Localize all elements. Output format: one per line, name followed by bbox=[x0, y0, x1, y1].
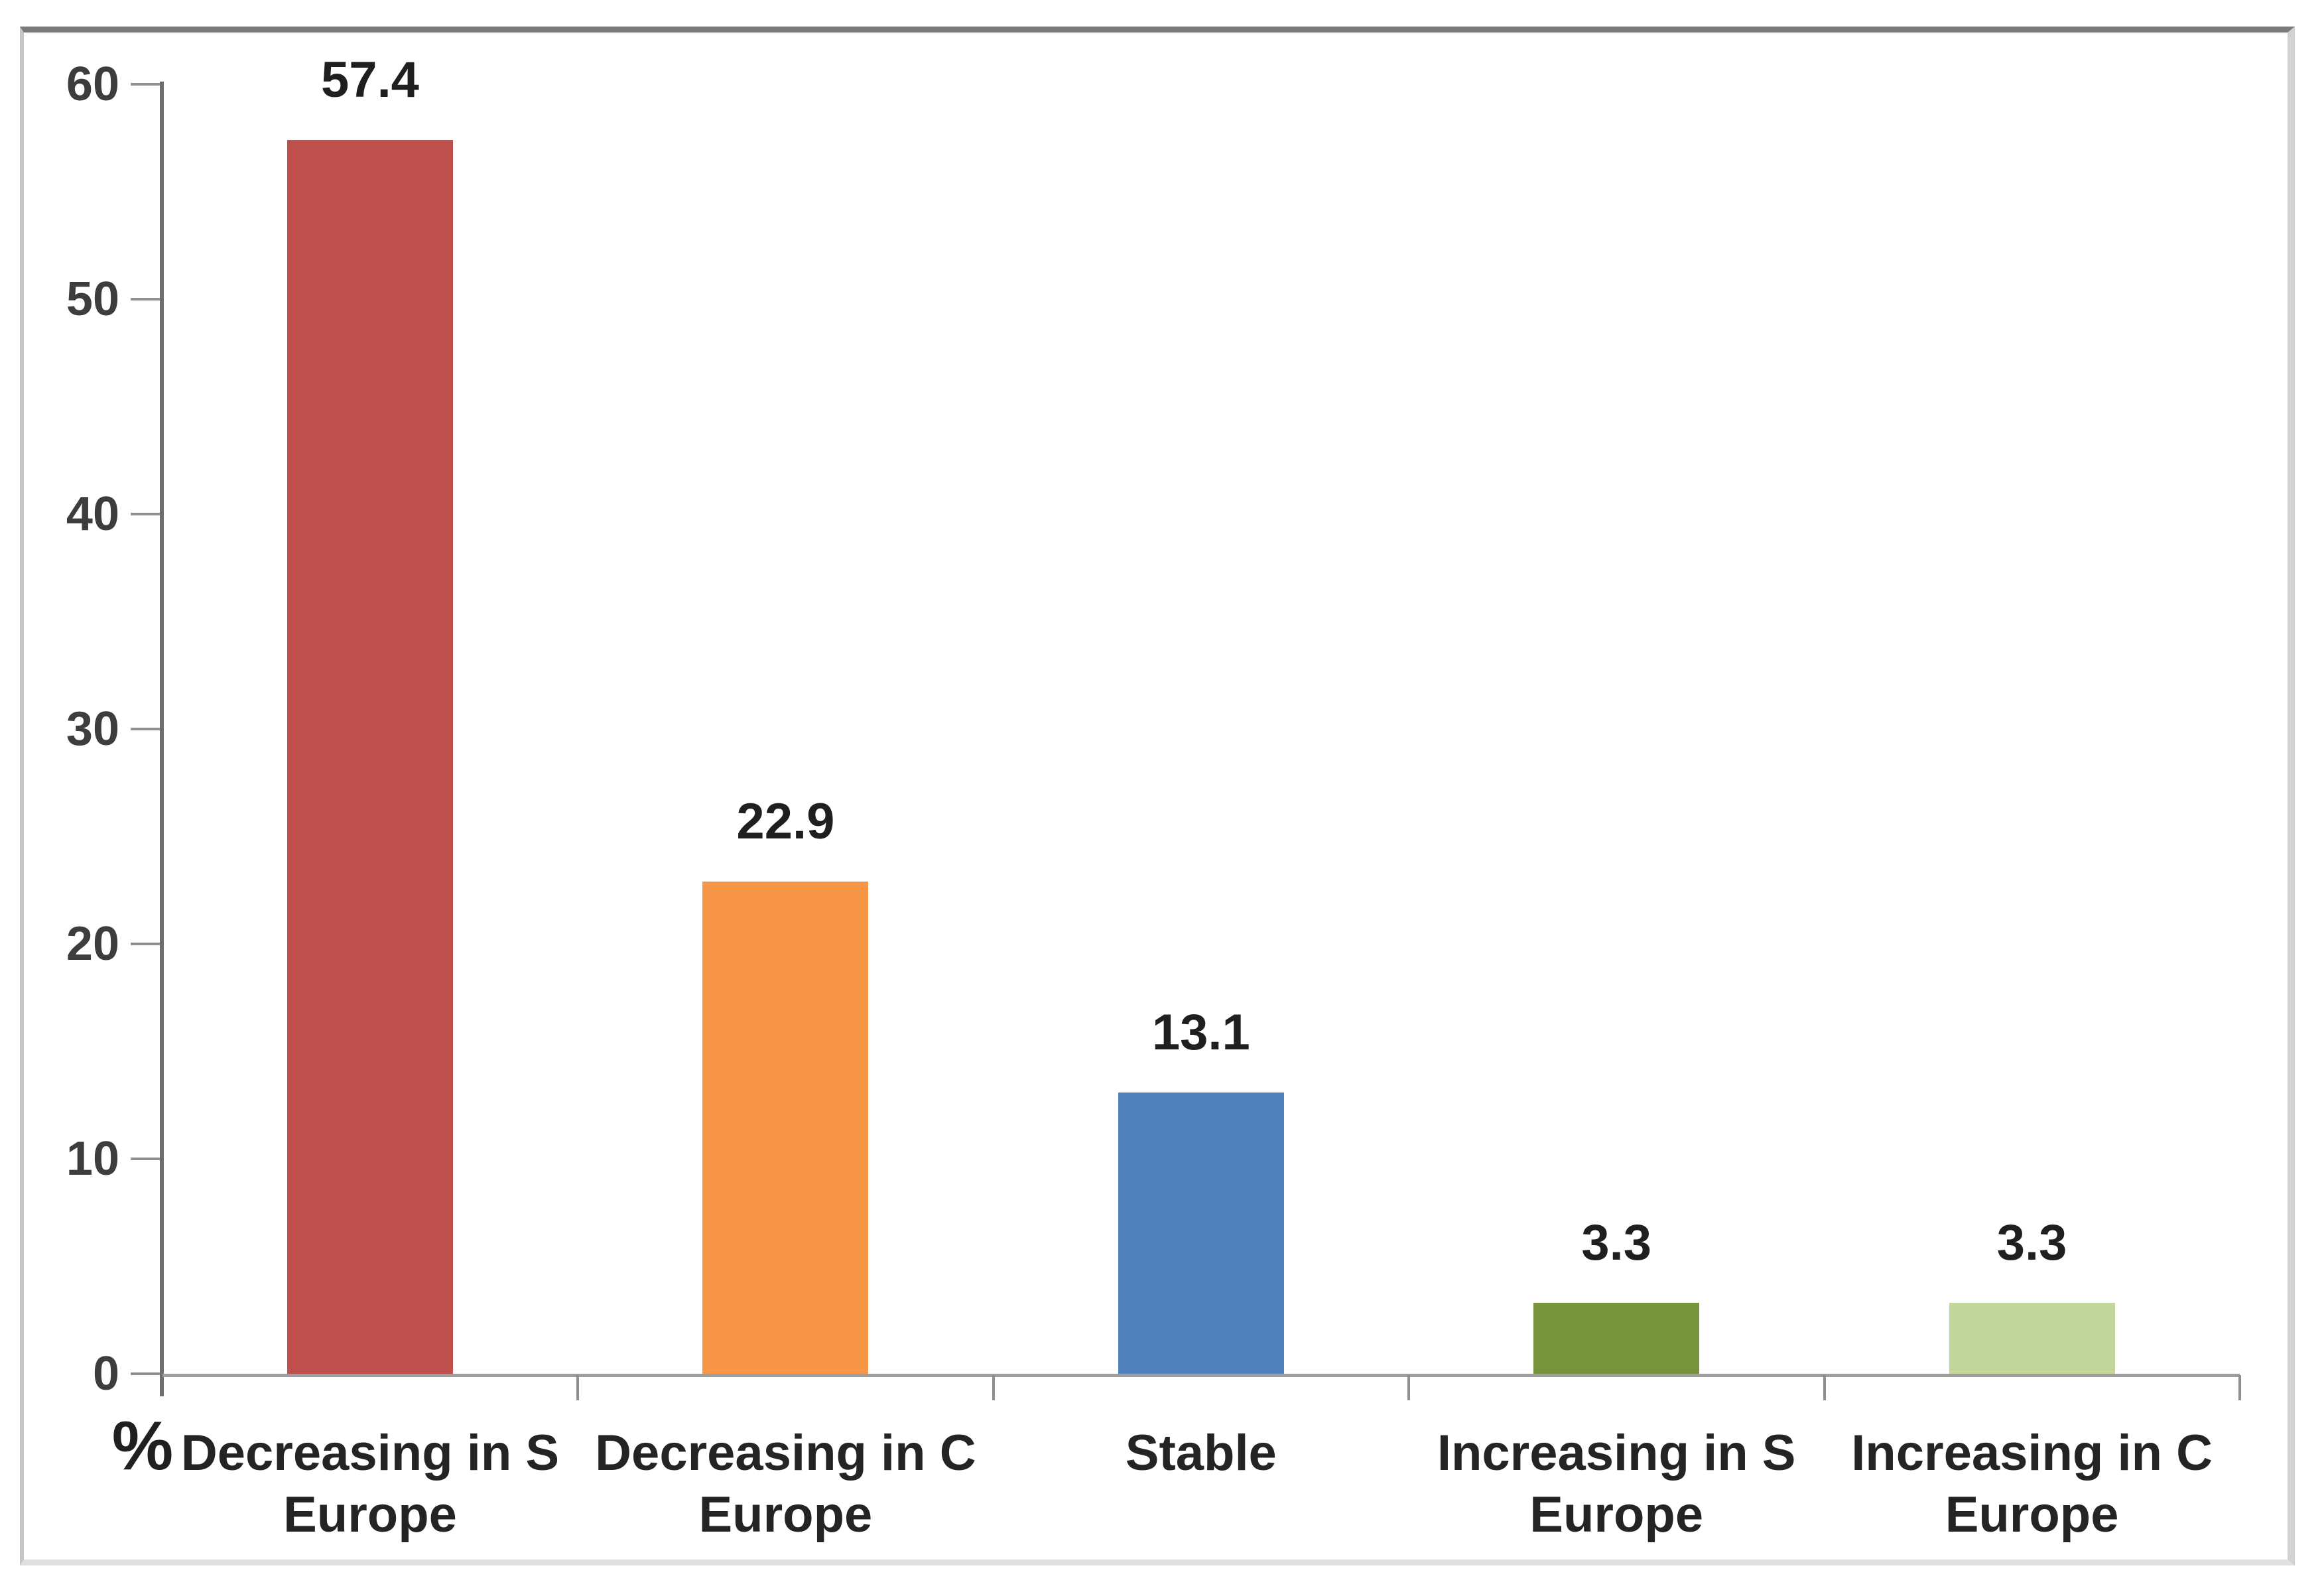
y-tick-mark bbox=[131, 83, 160, 86]
bar-value-label: 3.3 bbox=[1996, 1215, 2067, 1272]
bar-value-label: 3.3 bbox=[1581, 1215, 1652, 1272]
bar-slot: 13.1 bbox=[994, 83, 1409, 1374]
x-category-label-text: Increasing in S Europe bbox=[1437, 1425, 1796, 1543]
x-category-label-text: Decreasing in C Europe bbox=[595, 1425, 976, 1543]
bar bbox=[1533, 1303, 1700, 1374]
bar-value-label: 57.4 bbox=[321, 52, 419, 109]
bar-slot: 57.4 bbox=[162, 55, 578, 1374]
x-category-label: Increasing in C Europe bbox=[1825, 1423, 2240, 1546]
bar bbox=[287, 140, 453, 1374]
x-category-label: Decreasing in C Europe bbox=[578, 1423, 993, 1546]
bar bbox=[1949, 1303, 2115, 1374]
bar-slot: 3.3 bbox=[1825, 83, 2240, 1374]
bar-slot: 3.3 bbox=[1409, 83, 1824, 1374]
x-tick-mark bbox=[2238, 1375, 2241, 1400]
x-category-label: Increasing in S Europe bbox=[1409, 1423, 1824, 1546]
x-tick-mark bbox=[1407, 1375, 1411, 1400]
x-tick-mark bbox=[1823, 1375, 1826, 1400]
bar bbox=[1118, 1092, 1284, 1374]
y-tick-label: 30 bbox=[66, 702, 119, 756]
y-tick-mark bbox=[131, 513, 160, 515]
bar-slot: 22.9 bbox=[578, 83, 993, 1374]
y-tick-mark bbox=[131, 943, 160, 945]
y-tick-mark bbox=[131, 298, 160, 300]
plot-area: 0 10 20 30 40 50 60 57.4 22.9 13.1 3.3 3.3 Decreas… bbox=[66, 55, 2241, 1543]
y-tick-mark bbox=[131, 1158, 160, 1160]
x-category-label-text: Stable bbox=[1125, 1425, 1277, 1481]
x-category-label-text: Increasing in C Europe bbox=[1851, 1425, 2213, 1543]
bar-value-label: 13.1 bbox=[1151, 1004, 1250, 1061]
y-tick-label: 10 bbox=[66, 1132, 119, 1185]
y-axis-unit-label: % bbox=[111, 1408, 174, 1485]
y-tick-label: 0 bbox=[92, 1347, 119, 1400]
x-tick-mark bbox=[576, 1375, 580, 1400]
x-tick-mark bbox=[992, 1375, 995, 1400]
bar-value-label: 22.9 bbox=[736, 793, 835, 850]
x-category-label: Stable bbox=[994, 1423, 1409, 1485]
y-tick-label: 20 bbox=[66, 917, 119, 970]
x-axis-line bbox=[162, 1374, 2240, 1377]
y-tick-label: 60 bbox=[66, 58, 119, 111]
x-category-label: Decreasing in S Europe bbox=[162, 1423, 578, 1546]
bar bbox=[702, 882, 869, 1374]
y-tick-label: 50 bbox=[66, 273, 119, 326]
y-tick-label: 40 bbox=[66, 488, 119, 541]
y-axis-line bbox=[160, 82, 164, 1396]
y-tick-mark bbox=[131, 728, 160, 730]
y-tick-mark bbox=[131, 1372, 160, 1375]
x-category-label-text: Decreasing in S Europe bbox=[180, 1425, 560, 1543]
